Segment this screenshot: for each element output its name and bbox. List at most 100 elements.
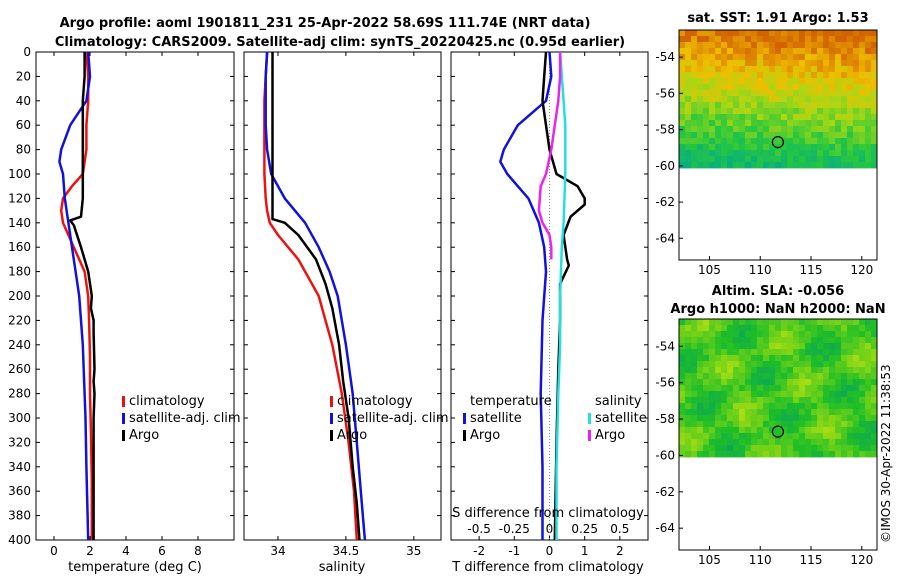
heatmap-cell — [799, 30, 806, 37]
heatmap-cell — [811, 60, 818, 67]
heatmap-cell — [817, 373, 824, 380]
heatmap-cell — [799, 132, 806, 139]
heatmap-cell — [811, 403, 818, 410]
heatmap-cell — [799, 162, 806, 169]
heatmap-cell — [709, 355, 716, 362]
heatmap-cell — [781, 138, 788, 145]
heatmap-cell — [691, 403, 698, 410]
heatmap-cell — [757, 415, 764, 422]
heatmap-cell — [793, 445, 800, 452]
heatmap-cell — [865, 54, 872, 61]
heatmap-cell — [703, 427, 710, 434]
y-tick-label: 380 — [8, 509, 31, 523]
heatmap-cell — [835, 349, 842, 356]
map-x-tick-label: 120 — [850, 263, 873, 277]
heatmap-cell — [697, 42, 704, 49]
heatmap-cell — [829, 102, 836, 109]
heatmap-cell — [703, 331, 710, 338]
heatmap-cell — [751, 150, 758, 157]
heatmap-cell — [757, 126, 764, 133]
map-y-tick-label: -56 — [655, 86, 675, 100]
heatmap-cell — [721, 90, 728, 97]
heatmap-cell — [745, 427, 752, 434]
heatmap-cell — [805, 385, 812, 392]
y-tick-label: 340 — [8, 460, 31, 474]
heatmap-cell — [721, 66, 728, 73]
heatmap-cell — [847, 102, 854, 109]
heatmap-cell — [739, 90, 746, 97]
heatmap-cell — [685, 150, 692, 157]
heatmap-cell — [757, 30, 764, 37]
heatmap-cell — [865, 120, 872, 127]
heatmap-cell — [859, 331, 866, 338]
heatmap-cell — [835, 337, 842, 344]
heatmap-cell — [817, 162, 824, 169]
difference-top-label: S difference from climatology — [452, 506, 644, 521]
heatmap-cell — [841, 42, 848, 49]
heatmap-cell — [685, 439, 692, 446]
heatmap-cell — [823, 415, 830, 422]
heatmap-cell — [787, 42, 794, 49]
heatmap-cell — [871, 451, 878, 458]
heatmap-cell — [757, 84, 764, 91]
heatmap-cell — [811, 150, 818, 157]
heatmap-cell — [829, 349, 836, 356]
heatmap-cell — [715, 78, 722, 85]
heatmap-cell — [787, 162, 794, 169]
heatmap-cell — [685, 156, 692, 163]
heatmap-cell — [715, 108, 722, 115]
heatmap-cell — [835, 90, 842, 97]
heatmap-cell — [763, 36, 770, 43]
heatmap-cell — [781, 319, 788, 326]
heatmap-cell — [733, 30, 740, 37]
heatmap-cell — [823, 66, 830, 73]
heatmap-cell — [757, 108, 764, 115]
heatmap-cell — [751, 385, 758, 392]
heatmap-cell — [781, 367, 788, 374]
heatmap-cell — [775, 349, 782, 356]
heatmap-cell — [829, 132, 836, 139]
heatmap-cell — [865, 415, 872, 422]
heatmap-cell — [847, 126, 854, 133]
heatmap-cell — [775, 132, 782, 139]
heatmap-cell — [853, 126, 860, 133]
heatmap-cell — [679, 445, 686, 452]
heatmap-cell — [769, 445, 776, 452]
y-tick-label: 360 — [8, 484, 31, 498]
heatmap-cell — [775, 325, 782, 332]
heatmap-cell — [871, 367, 878, 374]
heatmap-cell — [751, 60, 758, 67]
heatmap-cell — [781, 126, 788, 133]
heatmap-cell — [775, 66, 782, 73]
heatmap-cell — [733, 433, 740, 440]
heatmap-cell — [811, 325, 818, 332]
heatmap-cell — [709, 403, 716, 410]
heatmap-cell — [865, 397, 872, 404]
heatmap-cell — [697, 72, 704, 79]
heatmap-cell — [817, 451, 824, 458]
heatmap-cell — [685, 36, 692, 43]
heatmap-cell — [853, 325, 860, 332]
heatmap-cell — [745, 60, 752, 67]
heatmap-cell — [841, 361, 848, 368]
heatmap-cell — [841, 415, 848, 422]
heatmap-cell — [829, 451, 836, 458]
heatmap-cell — [787, 54, 794, 61]
heatmap-cell — [685, 391, 692, 398]
heatmap-cell — [871, 421, 878, 428]
heatmap-cell — [769, 114, 776, 121]
heatmap-cell — [751, 445, 758, 452]
heatmap-cell — [733, 373, 740, 380]
heatmap-cell — [817, 102, 824, 109]
heatmap-cell — [793, 156, 800, 163]
heatmap-cell — [853, 421, 860, 428]
heatmap-cell — [805, 445, 812, 452]
heatmap-cell — [691, 361, 698, 368]
heatmap-cell — [817, 30, 824, 37]
heatmap-cell — [691, 331, 698, 338]
heatmap-cell — [799, 66, 806, 73]
heatmap-cell — [775, 96, 782, 103]
map-x-tick-label: 105 — [698, 263, 721, 277]
heatmap-cell — [763, 337, 770, 344]
heatmap-cell — [865, 48, 872, 55]
